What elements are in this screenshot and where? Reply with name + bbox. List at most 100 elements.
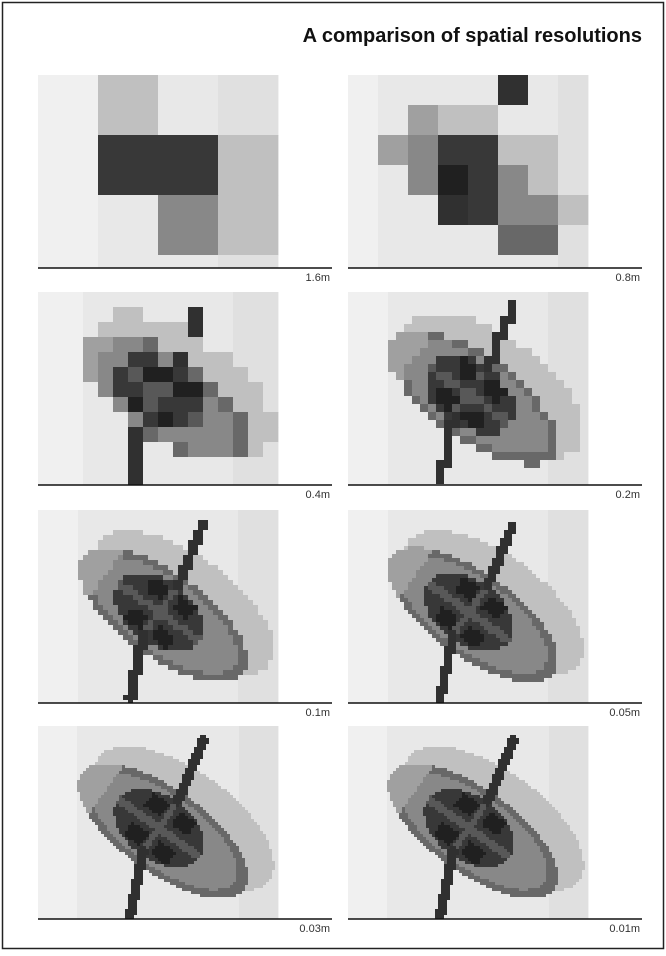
pixel <box>38 756 77 759</box>
pixel <box>474 780 492 783</box>
pixel <box>544 678 548 682</box>
pixel <box>197 810 206 813</box>
pixel <box>348 626 388 630</box>
pixel <box>38 789 77 792</box>
pixel <box>188 765 197 768</box>
pixel <box>167 789 176 792</box>
pixel <box>116 801 131 804</box>
pixel <box>183 630 193 635</box>
pixel <box>38 635 78 640</box>
pixel <box>548 686 588 690</box>
pixel <box>388 308 508 316</box>
pixel <box>532 396 540 404</box>
pixel <box>450 819 465 822</box>
pixel <box>134 915 239 918</box>
pixel <box>161 834 176 837</box>
pixel <box>472 654 548 658</box>
pixel <box>428 614 436 618</box>
pixel <box>500 582 548 586</box>
pixel <box>38 807 77 810</box>
pixel <box>38 810 77 813</box>
pixel <box>465 855 483 858</box>
pixel <box>119 804 134 807</box>
pixel <box>38 768 77 771</box>
pixel <box>513 816 522 819</box>
pixel <box>158 840 161 843</box>
pixel <box>438 105 498 135</box>
pixel <box>122 795 152 798</box>
pixel <box>98 595 113 600</box>
pixel <box>149 780 164 783</box>
pixel <box>98 540 173 545</box>
pixel <box>193 530 203 535</box>
pixel <box>452 594 464 598</box>
pixel <box>203 849 230 852</box>
pixel <box>387 729 549 732</box>
pixel <box>137 807 149 810</box>
pixel <box>164 810 167 813</box>
pixel <box>92 810 95 813</box>
pixel <box>101 795 119 798</box>
pixel <box>543 840 579 843</box>
pixel <box>243 670 258 675</box>
pixel <box>138 695 238 700</box>
pixel <box>348 436 388 444</box>
pixel <box>188 540 203 545</box>
pixel <box>78 610 98 615</box>
pixel <box>348 586 388 590</box>
pixel <box>173 625 188 630</box>
pixel <box>549 846 579 849</box>
pixel <box>507 765 549 768</box>
pixel <box>78 645 133 650</box>
pixel <box>456 642 460 646</box>
pixel <box>516 530 548 534</box>
pixel <box>161 870 236 873</box>
pixel <box>580 420 588 428</box>
pixel <box>548 538 588 542</box>
pixel <box>420 348 468 356</box>
pixel <box>78 525 198 530</box>
pixel <box>548 340 588 348</box>
pixel <box>476 316 500 324</box>
pixel <box>496 546 508 550</box>
pixel <box>230 834 266 837</box>
pixel <box>432 795 462 798</box>
pixel <box>188 585 198 590</box>
pixel <box>224 828 260 831</box>
pixel <box>137 861 146 864</box>
pixel <box>164 843 176 846</box>
pixel <box>248 655 273 660</box>
pixel <box>464 638 484 642</box>
pixel <box>128 680 138 685</box>
pixel <box>444 852 447 855</box>
pixel <box>495 882 543 885</box>
pixel <box>158 75 218 135</box>
pixel <box>149 834 158 837</box>
pixel <box>146 840 152 843</box>
pixel <box>444 694 548 698</box>
pixel <box>510 804 552 807</box>
pixel <box>38 135 98 195</box>
pixel <box>98 580 118 585</box>
pixel <box>133 655 143 660</box>
pixel <box>173 801 182 804</box>
pixel <box>387 819 402 822</box>
pixel <box>390 792 414 795</box>
pixel <box>38 570 78 575</box>
pixel <box>532 404 540 412</box>
pixel <box>348 909 387 912</box>
pixel <box>558 873 582 876</box>
pixel <box>572 614 588 618</box>
pixel <box>83 382 98 397</box>
pixel <box>206 774 239 777</box>
pixel <box>155 855 173 858</box>
pixel <box>500 348 532 356</box>
pixel <box>203 535 238 540</box>
pixel <box>477 810 483 813</box>
pixel <box>238 690 278 695</box>
pixel <box>498 789 537 792</box>
pixel <box>118 580 123 585</box>
pixel <box>540 618 576 622</box>
pixel <box>158 595 163 600</box>
pixel <box>404 380 412 388</box>
